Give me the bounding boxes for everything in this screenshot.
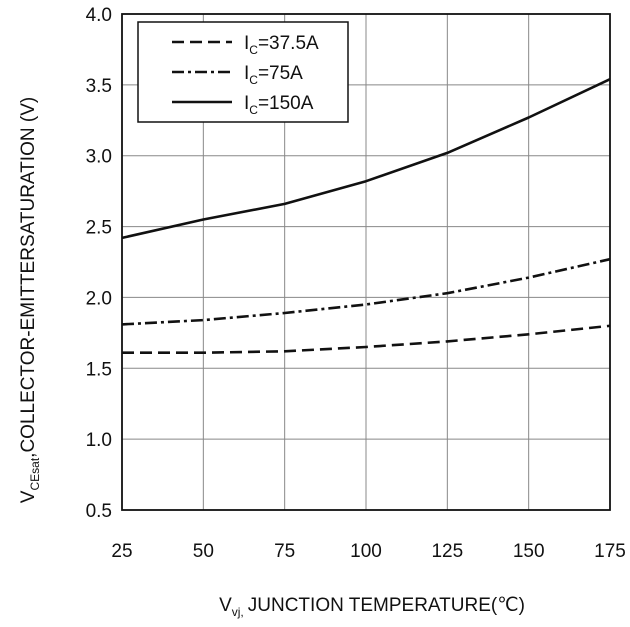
- series-lines: [121, 78, 611, 355]
- x-axis-label: Vvj, JUNCTION TEMPERATURE(℃): [219, 595, 525, 619]
- legend-label-rest: =150A: [258, 93, 314, 114]
- legend-label-rest: =37.5A: [258, 33, 319, 54]
- y-tick-label: 1.5: [86, 359, 112, 380]
- legend-label-sub: C: [249, 103, 258, 117]
- series-line-1: [122, 324, 611, 355]
- y-tick-label: 3.0: [86, 147, 112, 168]
- x-tick-label: 150: [513, 541, 545, 562]
- legend-label-main: I: [244, 33, 249, 54]
- y-tick-label: 0.5: [86, 501, 112, 522]
- legend-label-rest: =75A: [258, 63, 303, 84]
- legend-label-3: IC=150A: [244, 93, 314, 117]
- y-tick-label: 2.5: [86, 218, 112, 239]
- series-line-2: [121, 257, 611, 326]
- x-tick-label: 75: [274, 541, 295, 562]
- x-tick-label: 175: [594, 541, 626, 562]
- series-line-3: [121, 78, 611, 240]
- legend-box: [137, 21, 349, 123]
- x-tick-label: 100: [350, 541, 382, 562]
- tick-labels: 25 50 75 100 125 150 175 0.5 1.0 1.5 2.0 2.5 3.0 3.5 4…: [86, 5, 626, 562]
- legend-label-sub: C: [249, 43, 258, 57]
- y-tick-label: 1.0: [86, 430, 112, 451]
- x-tick-label: 50: [193, 541, 214, 562]
- grid: [121, 13, 611, 511]
- y-tick-label: 2.0: [86, 288, 112, 309]
- legend-label-2: IC=75A: [244, 63, 303, 87]
- y-tick-label: 4.0: [86, 5, 112, 26]
- legend-label-main: I: [244, 63, 249, 84]
- y-axis-label: VCEsat,COLLECTOR-EMITTERSATURATION (V): [18, 97, 42, 503]
- plot-frame: [121, 13, 611, 511]
- y-tick-label: 3.5: [86, 76, 112, 97]
- x-tick-label: 125: [431, 541, 463, 562]
- x-tick-label: 25: [111, 541, 132, 562]
- legend-label-1: IC=37.5A: [244, 33, 319, 57]
- legend-label-sub: C: [249, 73, 258, 87]
- legend-label-main: I: [244, 93, 249, 114]
